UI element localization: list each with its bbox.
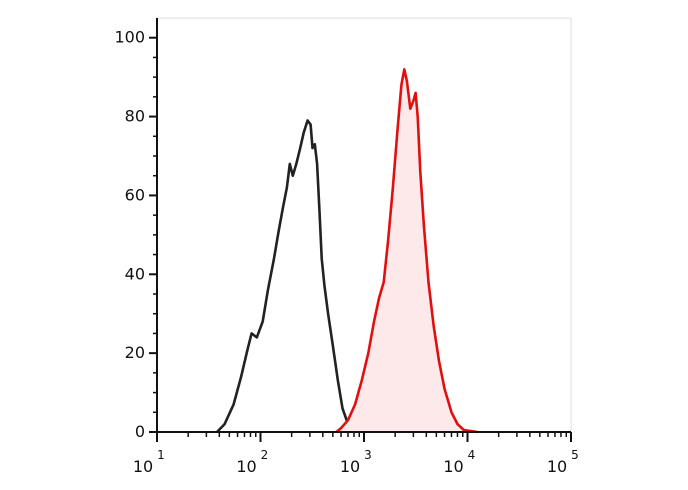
series-2-fill xyxy=(336,69,478,433)
x-tick-exponent: 3 xyxy=(364,448,372,462)
y-tick-label: 60 xyxy=(125,185,145,204)
series-layer xyxy=(216,68,478,434)
x-tick-exponent: 2 xyxy=(261,448,269,462)
series-2-line xyxy=(335,68,478,434)
y-tick-label: 40 xyxy=(125,264,145,283)
y-tick-label: 80 xyxy=(125,107,145,126)
series-1-line xyxy=(216,119,365,434)
x-tick-exponent: 1 xyxy=(157,448,165,462)
x-tick-label: 10 xyxy=(547,457,567,476)
y-tick-label: 0 xyxy=(135,422,145,441)
x-tick-label: 10 xyxy=(340,457,360,476)
x-tick-label: 10 xyxy=(443,457,463,476)
x-tick-exponent: 5 xyxy=(571,448,579,462)
x-tick-label: 10 xyxy=(236,457,256,476)
axes-layer: 0 20 40 60 80 100 10 1 10 2 10 3 10 4 10 5 xyxy=(114,17,579,476)
x-tick-exponent: 4 xyxy=(468,448,476,462)
y-tick-label: 100 xyxy=(114,28,145,47)
x-tick-label: 10 xyxy=(133,457,153,476)
y-tick-label: 20 xyxy=(125,343,145,362)
